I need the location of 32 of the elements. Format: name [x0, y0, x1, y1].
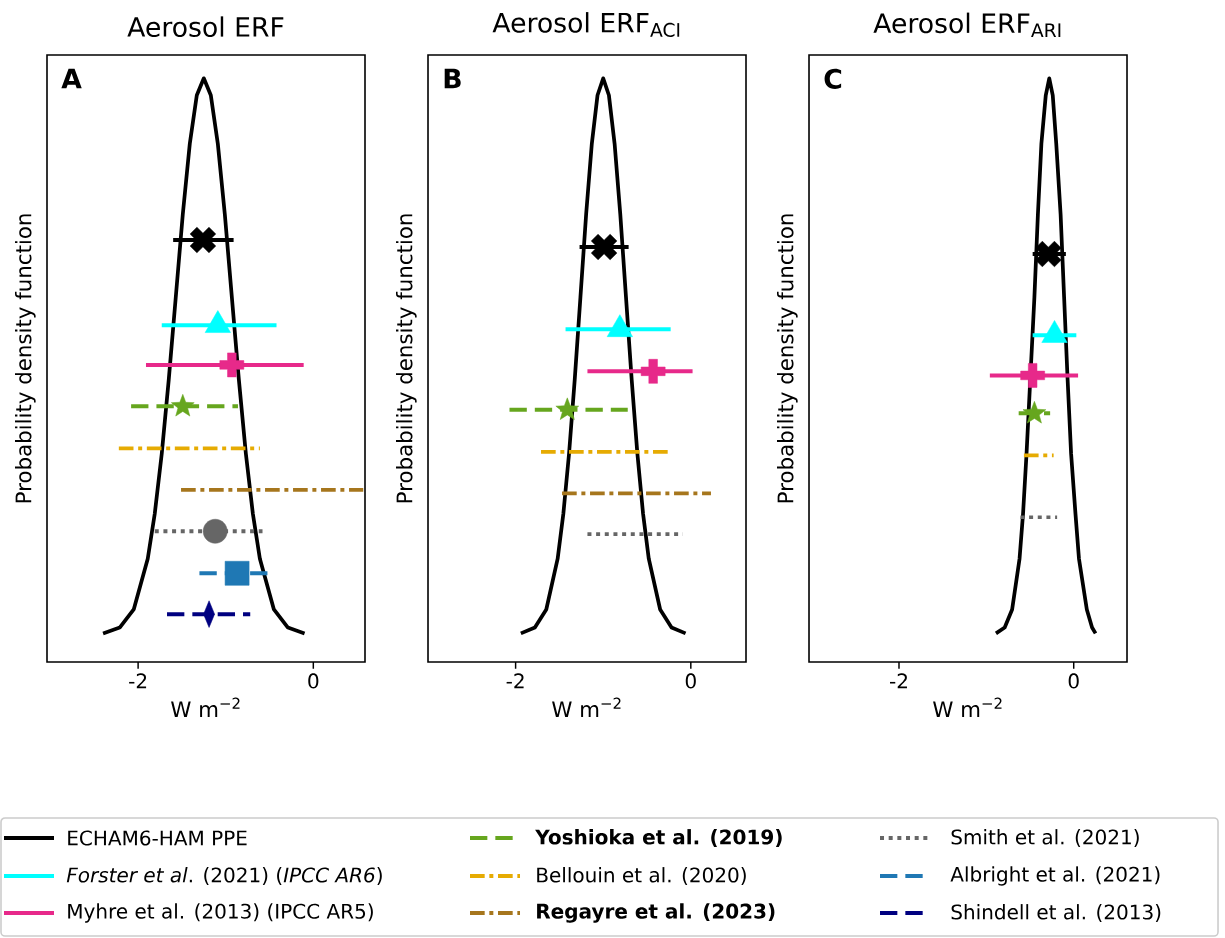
chart-title: Aerosol ERF$_{ACI}$ — [492, 12, 680, 37]
point — [171, 394, 195, 417]
chart-title: Aerosol ERF$_{ARI}$ — [873, 12, 1061, 37]
legend-label: Smith et al. (2021) — [951, 829, 1139, 847]
point — [189, 226, 217, 254]
y-axis-title: Probability density function — [396, 214, 417, 503]
legend-label: Yoshioka et al. (2019) — [535, 829, 782, 847]
annotation: A — [61, 68, 82, 89]
legend-label: Forster et al. (2021) (IPCC AR6) — [66, 867, 382, 885]
chart-title: Aerosol ERF — [127, 16, 284, 37]
x-tick-label: 0 — [1068, 673, 1079, 689]
x-tick-label: -2 — [506, 673, 524, 689]
point — [202, 518, 228, 544]
annotation: C — [824, 68, 842, 89]
legend-label: Bellouin et al. (2020) — [537, 867, 746, 885]
legend-label: ECHAM6-HAM PPE — [68, 830, 247, 846]
x-tick-label: 0 — [685, 673, 696, 689]
legend-label: Shindell et al. (2013) — [951, 904, 1161, 922]
y-axis-title: Probability density function — [777, 214, 798, 503]
point — [219, 352, 245, 378]
legend-label: Myhre et al. (2013) (IPCC AR5) — [68, 903, 373, 923]
x-axis-title: W m$^{−2}$ — [933, 697, 1002, 718]
legend-label: Albright et al. (2021) — [950, 866, 1160, 886]
y-axis-title: Probability density function — [14, 214, 36, 503]
point — [224, 561, 250, 586]
x-axis-title: W m$^{−2}$ — [552, 697, 621, 718]
legend-label: Regayre et al. (2023) — [537, 903, 775, 923]
x-tick-label: -2 — [129, 673, 147, 689]
x-tick-label: 0 — [308, 673, 319, 689]
x-tick-label: -2 — [890, 673, 907, 689]
x-axis-title: W m$^{−2}$ — [171, 697, 240, 718]
annotation: B — [444, 68, 461, 89]
